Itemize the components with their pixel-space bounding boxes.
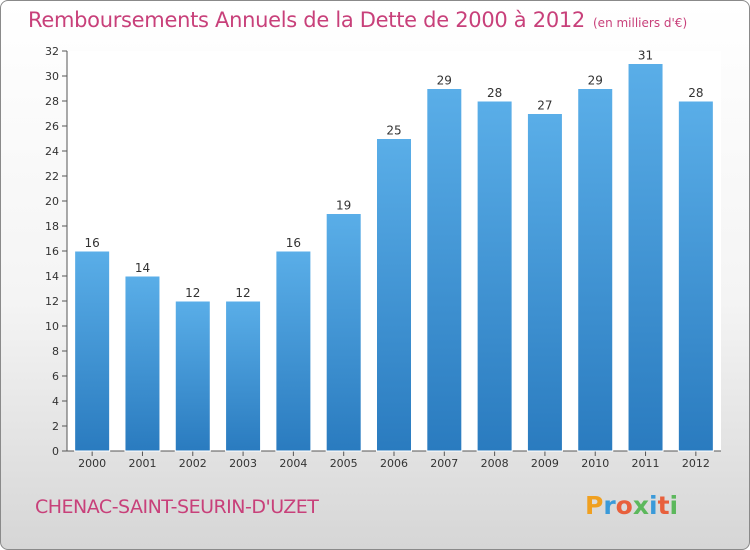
bar-value-label: 28 bbox=[487, 86, 502, 100]
y-tick-label: 6 bbox=[52, 370, 59, 383]
y-tick-label: 2 bbox=[52, 420, 59, 433]
bar-value-label: 29 bbox=[588, 74, 603, 88]
y-tick-label: 24 bbox=[45, 145, 59, 158]
x-tick-label: 2010 bbox=[581, 457, 609, 470]
y-tick-label: 10 bbox=[45, 320, 59, 333]
bar-value-label: 16 bbox=[85, 236, 100, 250]
logo-letter: r bbox=[603, 491, 616, 520]
x-tick-label: 2004 bbox=[279, 457, 307, 470]
title-text: Remboursements Annuels de la Dette de 20… bbox=[28, 8, 585, 32]
bar-2010 bbox=[577, 88, 614, 452]
x-tick-label: 2008 bbox=[481, 457, 509, 470]
bars: 16 14 12 12 16 19 25 29 28 27 29 31 28 bbox=[74, 49, 714, 452]
chart-title: Remboursements Annuels de la Dette de 20… bbox=[28, 8, 687, 32]
bar-2003 bbox=[225, 300, 262, 452]
y-tick-label: 32 bbox=[45, 45, 59, 58]
x-tick-label: 2001 bbox=[128, 457, 156, 470]
bar-value-label: 12 bbox=[235, 286, 250, 300]
bar-2006 bbox=[376, 138, 412, 452]
bar-2000 bbox=[74, 250, 111, 452]
logo-letter: P bbox=[585, 491, 604, 520]
y-tick-label: 8 bbox=[52, 345, 59, 358]
logo-letter: x bbox=[632, 491, 649, 520]
bar-value-label: 28 bbox=[688, 86, 703, 100]
bar-2002 bbox=[174, 300, 211, 452]
y-tick-label: 0 bbox=[52, 445, 59, 458]
y-tick-label: 18 bbox=[45, 220, 59, 233]
bar-value-label: 16 bbox=[286, 236, 301, 250]
bar-2008 bbox=[476, 100, 513, 452]
x-tick-label: 2007 bbox=[430, 457, 458, 470]
y-tick-label: 28 bbox=[45, 95, 59, 108]
y-tick-label: 4 bbox=[52, 395, 59, 408]
x-tick-label: 2011 bbox=[632, 457, 660, 470]
logo-letter: i bbox=[669, 491, 679, 520]
proxiti-logo[interactable]: Proxiti bbox=[585, 491, 678, 520]
bar-value-label: 12 bbox=[185, 286, 200, 300]
title-unit: (en milliers d'€) bbox=[593, 16, 688, 30]
x-tick-label: 2012 bbox=[682, 457, 710, 470]
y-tick-label: 26 bbox=[45, 120, 59, 133]
bar-value-label: 29 bbox=[437, 74, 452, 88]
bar-2007 bbox=[426, 88, 463, 452]
logo-letter: t bbox=[657, 491, 670, 520]
logo-letter: o bbox=[615, 491, 633, 520]
city-name: CHENAC-SAINT-SEURIN-D'UZET bbox=[35, 496, 319, 518]
bar-value-label: 14 bbox=[135, 261, 150, 275]
x-tick-label: 2005 bbox=[330, 457, 358, 470]
x-tick-label: 2006 bbox=[380, 457, 408, 470]
bar-2004 bbox=[275, 250, 312, 452]
y-tick-label: 12 bbox=[45, 295, 59, 308]
y-tick-label: 14 bbox=[45, 270, 59, 283]
bar-2001 bbox=[124, 275, 161, 452]
x-tick-label: 2003 bbox=[229, 457, 257, 470]
bar-2005 bbox=[325, 213, 362, 452]
bar-value-label: 19 bbox=[336, 199, 351, 213]
bar-2012 bbox=[677, 100, 714, 452]
y-tick-label: 22 bbox=[45, 170, 59, 183]
x-axis: 2000 2001 2002 2003 2004 2005 2006 2007 2008 2009… bbox=[67, 450, 721, 470]
x-tick-label: 2009 bbox=[531, 457, 559, 470]
x-tick-label: 2002 bbox=[179, 457, 207, 470]
y-tick-label: 30 bbox=[45, 70, 59, 83]
bar-2009 bbox=[526, 113, 563, 452]
logo-letter: i bbox=[649, 491, 658, 520]
bar-2011 bbox=[627, 63, 664, 452]
y-tick-label: 20 bbox=[45, 195, 59, 208]
bar-value-label: 25 bbox=[386, 124, 401, 138]
y-tick-label: 16 bbox=[45, 245, 59, 258]
bar-value-label: 27 bbox=[537, 99, 552, 113]
x-tick-label: 2000 bbox=[78, 457, 106, 470]
bar-value-label: 31 bbox=[638, 49, 653, 63]
